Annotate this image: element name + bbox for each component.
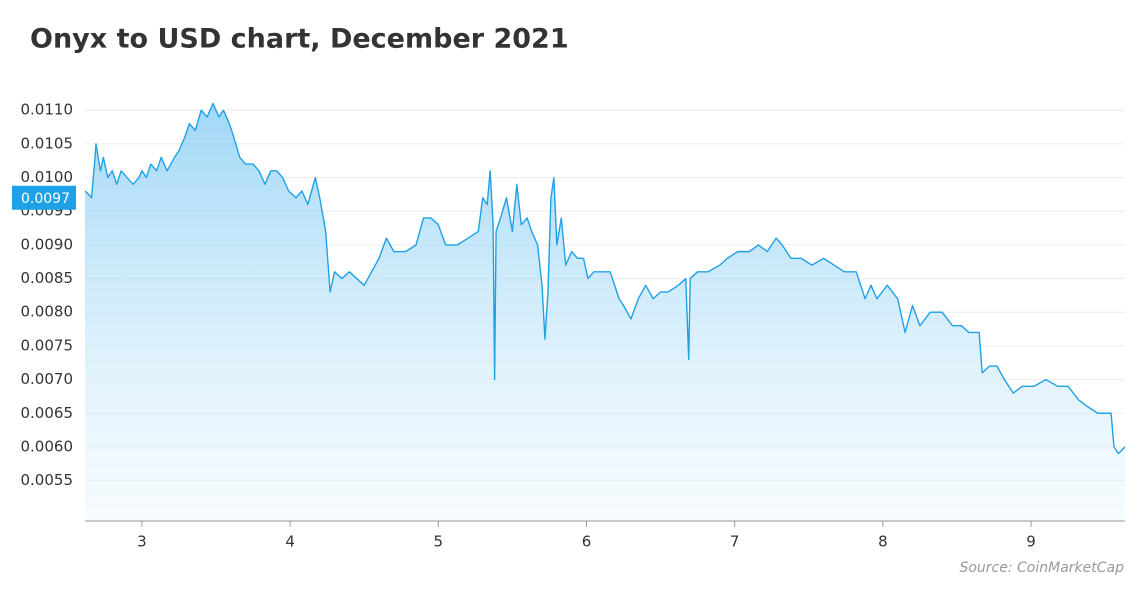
y-tick-label: 0.0070	[21, 370, 74, 388]
current-price-badge	[12, 185, 76, 210]
y-tick-label: 0.0110	[21, 101, 74, 119]
y-tick-label: 0.0085	[21, 269, 74, 287]
y-tick-label: 0.0105	[21, 134, 74, 152]
area-fill	[85, 103, 1125, 521]
x-tick-label: 5	[434, 533, 444, 551]
x-tick-label: 9	[1026, 533, 1036, 551]
x-tick-label: 6	[582, 533, 592, 551]
x-tick-label: 8	[878, 533, 888, 551]
source-note: Source: CoinMarketCap	[959, 560, 1124, 576]
chart-title: Onyx to USD chart, December 2021	[30, 24, 569, 55]
y-tick-label: 0.0080	[21, 303, 74, 321]
y-tick-label: 0.0100	[21, 168, 74, 186]
current-price-label: 0.0097	[21, 191, 70, 207]
y-tick-label: 0.0055	[21, 471, 74, 489]
x-tick-label: 4	[285, 533, 295, 551]
x-tick-label: 3	[137, 533, 147, 551]
y-tick-label: 0.0065	[21, 404, 74, 422]
y-tick-label: 0.0075	[21, 336, 74, 354]
y-tick-label: 0.0060	[21, 437, 74, 455]
x-tick-label: 7	[730, 533, 740, 551]
y-tick-label: 0.0090	[21, 235, 74, 253]
price-line	[84, 102, 1126, 455]
